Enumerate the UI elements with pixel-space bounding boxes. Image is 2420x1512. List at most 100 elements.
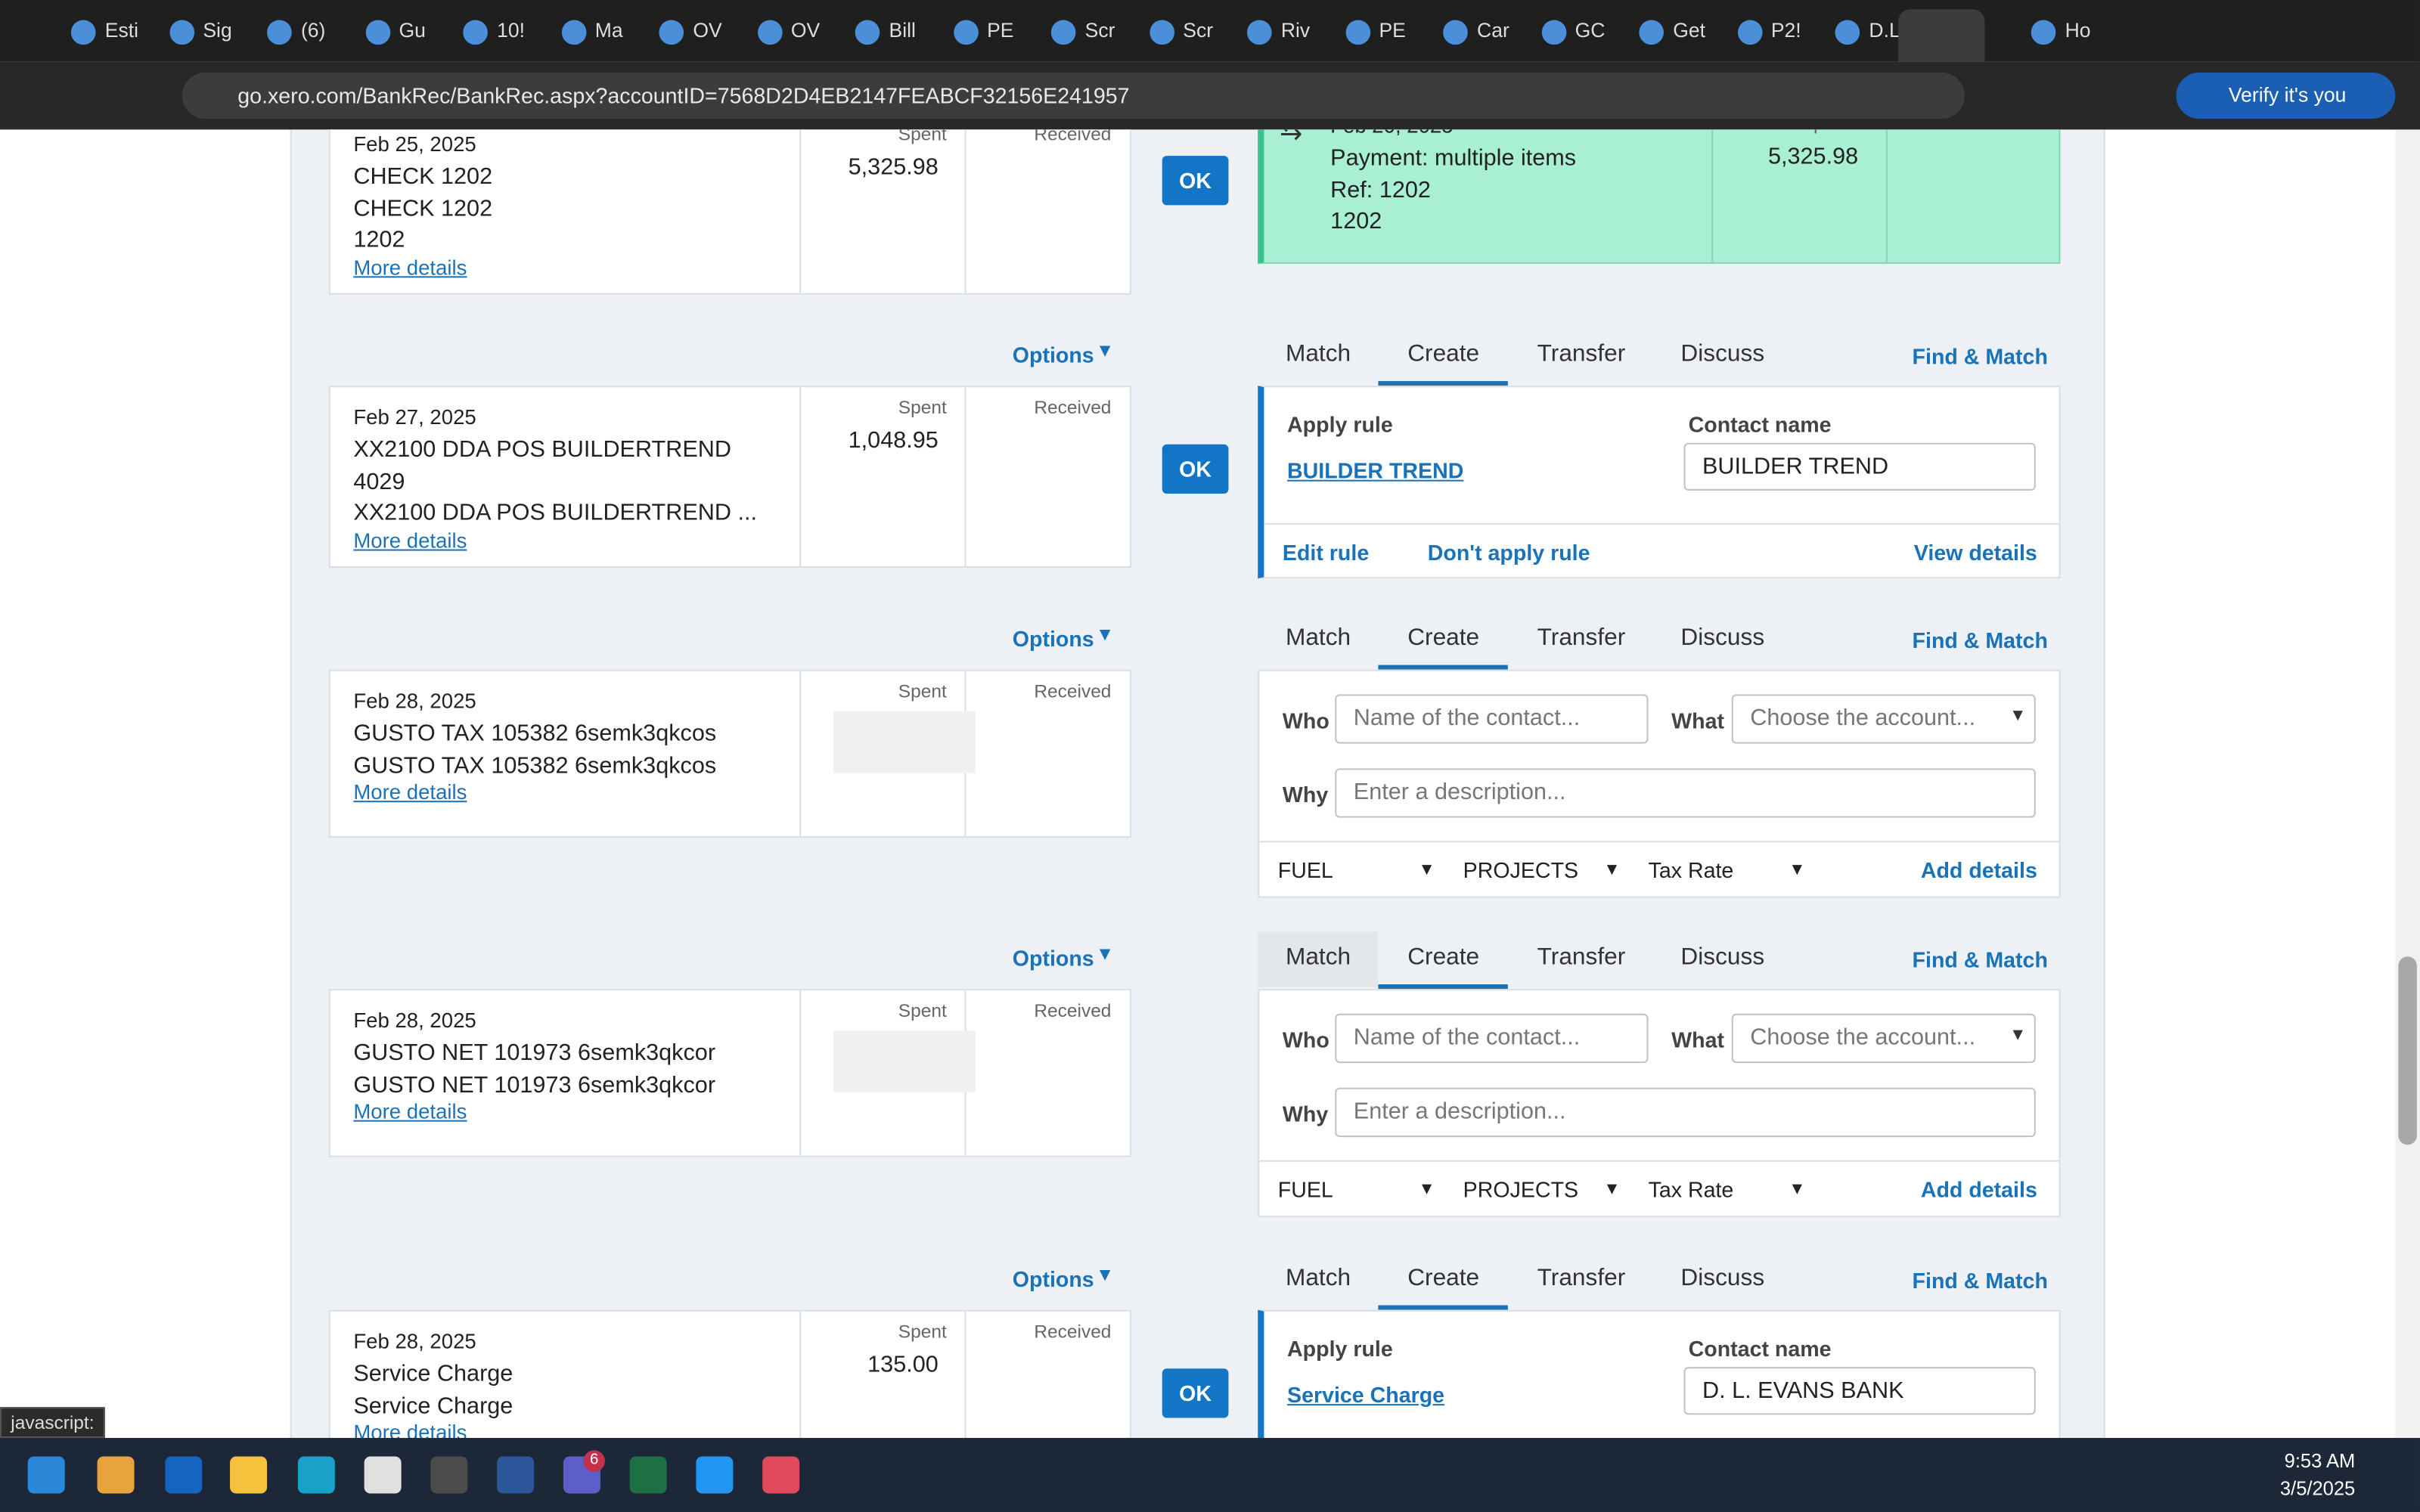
taskbar-icon[interactable] bbox=[27, 1456, 65, 1494]
taskbar-icon[interactable] bbox=[497, 1456, 535, 1494]
tab[interactable]: GC bbox=[1540, 12, 1618, 49]
date: Feb 20, 2025 bbox=[1330, 129, 1453, 137]
tracking-select[interactable]: PROJECTS bbox=[1463, 1177, 1579, 1202]
tab[interactable]: Esti bbox=[70, 12, 148, 49]
tracking-select[interactable]: FUEL bbox=[1277, 857, 1333, 883]
tab[interactable]: Ma bbox=[560, 12, 638, 49]
edit-rule[interactable]: Edit rule bbox=[1282, 540, 1370, 565]
why-label: Why bbox=[1282, 1101, 1329, 1126]
scroll-thumb[interactable] bbox=[2398, 956, 2417, 1145]
more-details[interactable]: More details bbox=[353, 255, 467, 279]
panel-tab[interactable]: Discuss bbox=[1680, 1265, 1765, 1292]
tab[interactable]: Scr bbox=[1050, 12, 1128, 49]
tab-title: Ho bbox=[2065, 18, 2091, 42]
find-match[interactable]: Find & Match bbox=[1912, 344, 2048, 369]
tab[interactable]: Sig bbox=[169, 12, 246, 49]
taskbar-icon[interactable] bbox=[629, 1456, 667, 1494]
panel-tab[interactable]: Discuss bbox=[1680, 943, 1765, 971]
tab[interactable]: PE bbox=[1345, 12, 1423, 49]
taskbar-icon[interactable] bbox=[97, 1456, 135, 1494]
tab[interactable]: OV bbox=[659, 12, 736, 49]
tab[interactable]: Gu bbox=[365, 12, 442, 49]
tab-hover bbox=[1258, 931, 1379, 988]
tab[interactable]: P2! bbox=[1736, 12, 1814, 49]
spent-blurred bbox=[833, 1030, 976, 1092]
find-match[interactable]: Find & Match bbox=[1912, 1268, 2048, 1294]
ok-button[interactable]: OK bbox=[1162, 444, 1229, 494]
view-details[interactable]: View details bbox=[1913, 540, 2037, 565]
find-match[interactable]: Find & Match bbox=[1912, 947, 2048, 972]
more-details[interactable]: More details bbox=[353, 528, 467, 552]
more-details[interactable]: More details bbox=[353, 1421, 467, 1439]
tab-underline bbox=[1378, 665, 1508, 670]
description: CHECK 1202 bbox=[353, 163, 493, 191]
panel-tab[interactable]: Match bbox=[1285, 341, 1351, 367]
what-select[interactable]: Choose the account... bbox=[1731, 694, 2036, 744]
options[interactable]: Options bbox=[1012, 342, 1094, 367]
taskbar-icon[interactable] bbox=[165, 1456, 203, 1494]
tab[interactable]: Get bbox=[1639, 12, 1716, 49]
panel-tab[interactable]: Create bbox=[1407, 341, 1480, 367]
panel-tab[interactable]: Match bbox=[1285, 1265, 1351, 1292]
tracking-select[interactable]: Tax Rate bbox=[1648, 857, 1734, 883]
tab[interactable]: Scr bbox=[1149, 12, 1226, 49]
add-details[interactable]: Add details bbox=[1920, 857, 2037, 883]
ok-button[interactable]: OK bbox=[1162, 156, 1229, 206]
panel-tab[interactable]: Transfer bbox=[1537, 943, 1626, 971]
panel-tab[interactable]: Create bbox=[1407, 1265, 1480, 1292]
panel-tab[interactable]: Discuss bbox=[1680, 341, 1765, 367]
taskbar-icon[interactable] bbox=[230, 1456, 268, 1494]
tab[interactable]: (6) bbox=[267, 12, 344, 49]
ok-button[interactable]: OK bbox=[1162, 1368, 1229, 1418]
tab[interactable]: 10! bbox=[463, 12, 540, 49]
tab[interactable]: Bill bbox=[855, 12, 932, 49]
who-input[interactable]: Name of the contact... bbox=[1335, 1013, 1649, 1064]
caret: ▼ bbox=[1418, 1180, 1435, 1199]
active-tab[interactable] bbox=[1898, 9, 1985, 62]
options[interactable]: Options bbox=[1012, 946, 1094, 971]
panel-tab[interactable]: Create bbox=[1407, 624, 1480, 652]
tab-title: GC bbox=[1575, 18, 1606, 42]
taskbar-icon[interactable] bbox=[762, 1456, 800, 1494]
contact-input[interactable]: BUILDER TREND bbox=[1683, 442, 2036, 491]
url[interactable]: go.xero.com/BankRec/BankRec.aspx?account… bbox=[182, 72, 1965, 119]
who-input[interactable]: Name of the contact... bbox=[1335, 694, 1649, 744]
more-details[interactable]: More details bbox=[353, 1100, 467, 1123]
tracking-select[interactable]: Tax Rate bbox=[1648, 1177, 1734, 1202]
taskbar-icon[interactable] bbox=[364, 1456, 402, 1494]
tab[interactable]: Riv bbox=[1246, 12, 1324, 49]
rule-name[interactable]: Service Charge bbox=[1287, 1382, 1445, 1408]
taskbar-icon[interactable] bbox=[297, 1456, 335, 1494]
options[interactable]: Options bbox=[1012, 1266, 1094, 1292]
contact-input[interactable]: D. L. EVANS BANK bbox=[1683, 1367, 2036, 1415]
panel-tab[interactable]: Transfer bbox=[1537, 341, 1626, 367]
why-input[interactable]: Enter a description... bbox=[1335, 768, 2036, 818]
tab[interactable]: Ho bbox=[2031, 12, 2108, 49]
tab[interactable]: Car bbox=[1443, 12, 1520, 49]
panel-tab[interactable]: Match bbox=[1285, 624, 1351, 652]
rule-panel: Apply rule BUILDER TREND Contact name BUILD… bbox=[1258, 386, 2061, 579]
panel-tab[interactable]: Discuss bbox=[1680, 624, 1765, 652]
panel-tab[interactable]: Match bbox=[1285, 943, 1351, 971]
what-select[interactable]: Choose the account... bbox=[1731, 1013, 2036, 1064]
dont-apply[interactable]: Don't apply rule bbox=[1427, 540, 1590, 565]
taskbar-icon[interactable] bbox=[696, 1456, 734, 1494]
options[interactable]: Options bbox=[1012, 626, 1094, 652]
tab[interactable]: OV bbox=[757, 12, 834, 49]
rule-name[interactable]: BUILDER TREND bbox=[1287, 458, 1464, 483]
spent-label: Spent bbox=[898, 396, 947, 419]
taskbar-icon[interactable] bbox=[430, 1456, 468, 1494]
tab[interactable]: D.L bbox=[1835, 12, 1913, 49]
tracking-select[interactable]: PROJECTS bbox=[1463, 857, 1579, 883]
panel-tab[interactable]: Create bbox=[1407, 943, 1480, 971]
more-details[interactable]: More details bbox=[353, 780, 467, 804]
tab[interactable]: PE bbox=[953, 12, 1030, 49]
add-details[interactable]: Add details bbox=[1920, 1177, 2037, 1202]
panel-tab[interactable]: Transfer bbox=[1537, 624, 1626, 652]
tracking-select[interactable]: FUEL bbox=[1277, 1177, 1333, 1202]
create-panel: Who Name of the contact... What Choose the … bbox=[1258, 669, 2061, 898]
why-input[interactable]: Enter a description... bbox=[1335, 1087, 2036, 1138]
find-match[interactable]: Find & Match bbox=[1912, 627, 2048, 653]
panel-tab[interactable]: Transfer bbox=[1537, 1265, 1626, 1292]
profile-button[interactable]: Verify it's you bbox=[2176, 72, 2396, 119]
